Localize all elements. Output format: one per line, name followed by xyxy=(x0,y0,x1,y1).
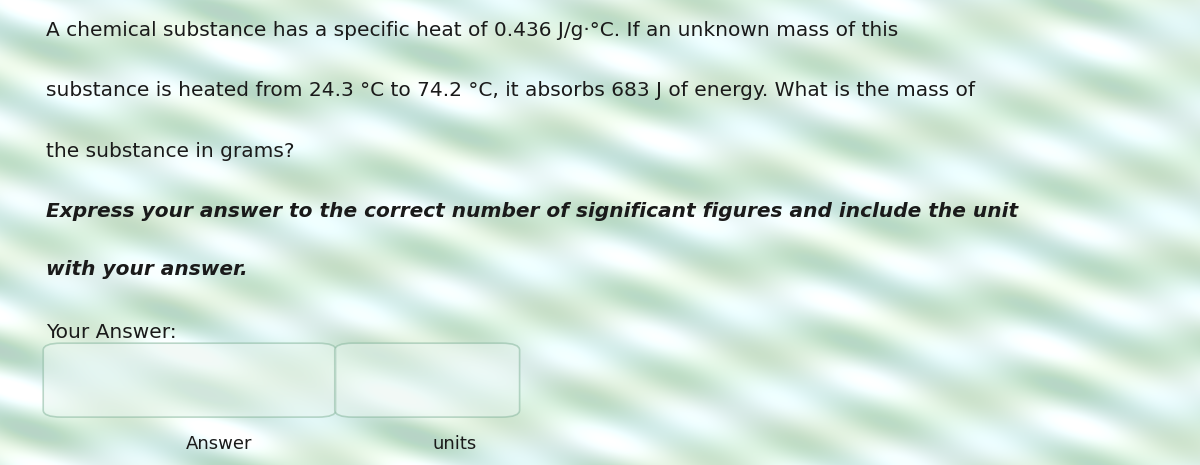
Text: with your answer.: with your answer. xyxy=(46,260,247,279)
Text: the substance in grams?: the substance in grams? xyxy=(46,142,294,161)
FancyBboxPatch shape xyxy=(335,343,520,417)
Text: Express your answer to the correct number of significant figures and include the: Express your answer to the correct numbe… xyxy=(46,202,1018,221)
Text: substance is heated from 24.3 °C to 74.2 °C, it absorbs 683 J of energy. What is: substance is heated from 24.3 °C to 74.2… xyxy=(46,81,974,100)
FancyBboxPatch shape xyxy=(43,343,336,417)
Text: units: units xyxy=(432,435,476,453)
Text: Your Answer:: Your Answer: xyxy=(46,323,176,342)
Text: Answer: Answer xyxy=(186,435,252,453)
Text: A chemical substance has a specific heat of 0.436 J/g·°C. If an unknown mass of : A chemical substance has a specific heat… xyxy=(46,21,898,40)
